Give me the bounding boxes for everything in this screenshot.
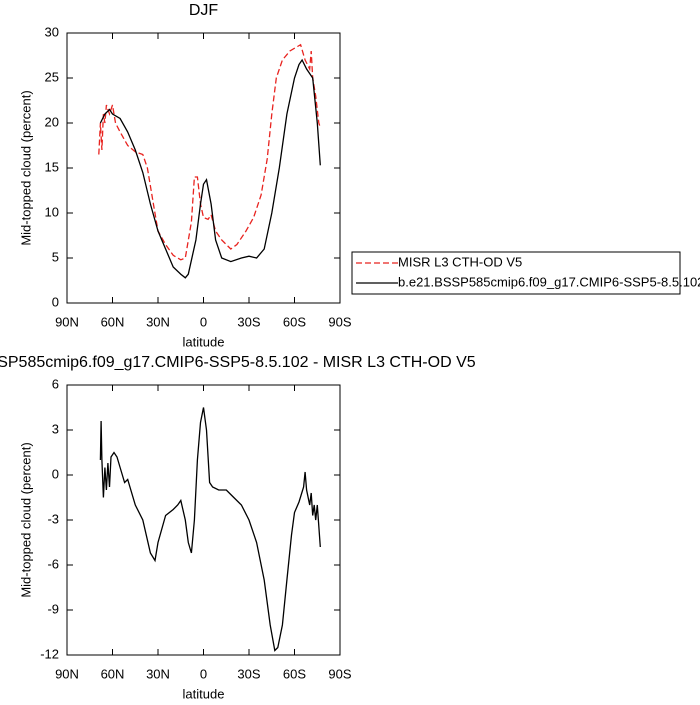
plot-frame (66, 32, 341, 304)
x-tick-label: 0 (200, 666, 207, 681)
y-tick-label: -6 (47, 556, 59, 571)
chart-title: b.e21.BSSP585cmip6.f09_g17.CMIP6-SSP5-8.… (0, 354, 476, 371)
legend-label: MISR L3 CTH-OD V5 (398, 254, 522, 269)
x-tick-label: 30N (146, 314, 170, 329)
x-tick-label: 30N (146, 666, 170, 681)
x-tick-label: 30S (237, 314, 260, 329)
x-axis-label: latitude (183, 334, 225, 349)
x-tick-label: 60S (283, 666, 306, 681)
series-line (99, 407, 321, 652)
y-tick-label: 30 (45, 24, 59, 39)
y-tick-label: -12 (40, 646, 59, 661)
x-tick-label: 90S (328, 666, 351, 681)
y-axis-label: Mid-topped cloud (percent) (18, 90, 33, 245)
series-line (99, 58, 321, 279)
y-tick-label: 0 (52, 294, 59, 309)
y-tick-label: -3 (47, 511, 59, 526)
y-tick-label: 0 (52, 466, 59, 481)
y-tick-label: -9 (47, 601, 59, 616)
x-tick-label: 90N (55, 314, 79, 329)
x-tick-label: 30S (237, 666, 260, 681)
x-axis-label: latitude (183, 686, 225, 700)
series-line (98, 43, 321, 261)
legend-box (351, 251, 681, 295)
y-tick-label: 6 (52, 376, 59, 391)
plot-frame (66, 384, 341, 656)
y-tick-label: 25 (45, 69, 59, 84)
y-tick-label: 15 (45, 159, 59, 174)
x-tick-label: 90S (328, 314, 351, 329)
y-tick-label: 10 (45, 204, 59, 219)
x-tick-label: 0 (200, 314, 207, 329)
x-tick-label: 60N (101, 314, 125, 329)
x-tick-label: 90N (55, 666, 79, 681)
chart-title: DJF (189, 2, 219, 19)
y-tick-label: 3 (52, 421, 59, 436)
x-tick-label: 60N (101, 666, 125, 681)
y-axis-label: Mid-topped cloud (percent) (18, 442, 33, 597)
y-tick-label: 5 (52, 249, 59, 264)
x-tick-label: 60S (283, 314, 306, 329)
y-tick-label: 20 (45, 114, 59, 129)
legend-label: b.e21.BSSP585cmip6.f09_g17.CMIP6-SSP5-8.… (398, 274, 700, 289)
